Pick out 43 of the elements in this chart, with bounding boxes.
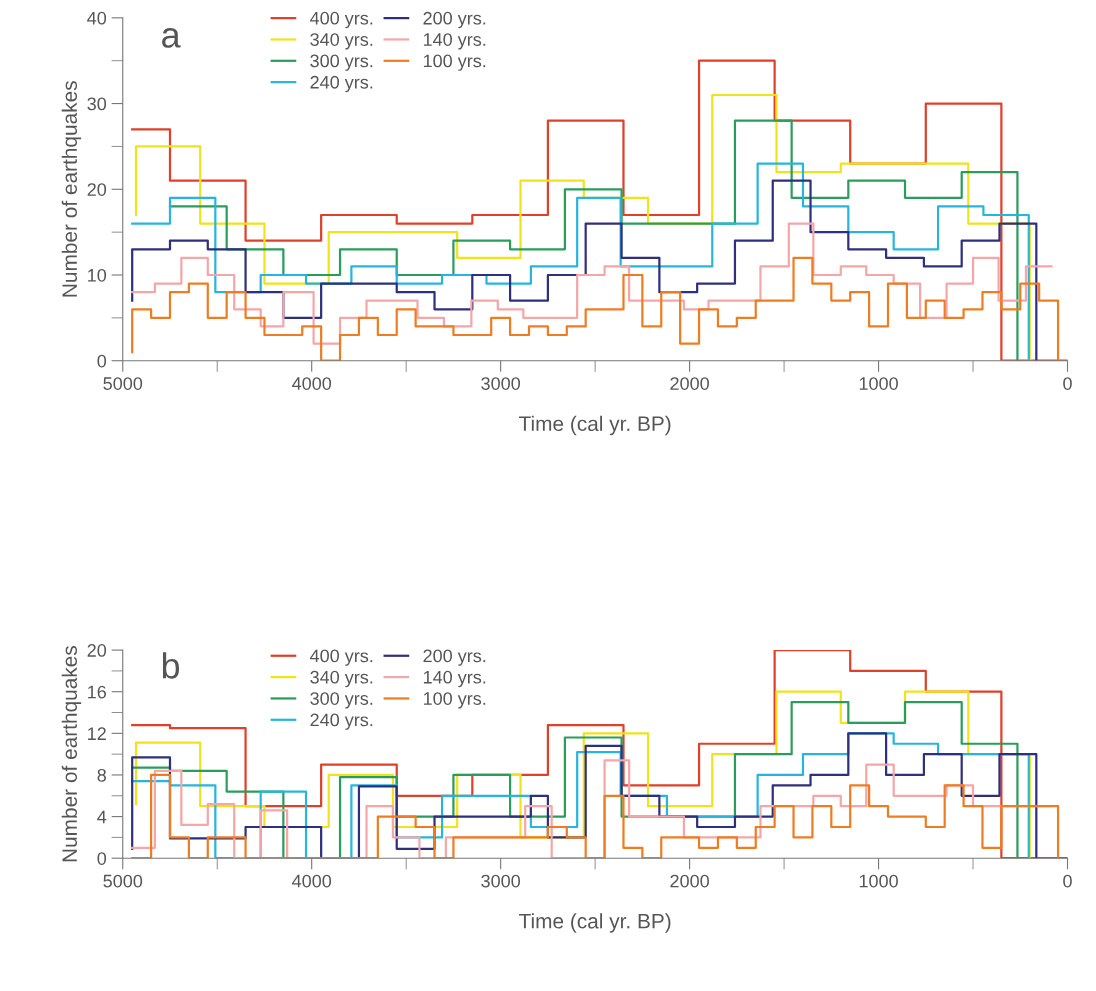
legend-label: 400 yrs. — [310, 649, 373, 666]
legend-label: 400 yrs. — [310, 11, 373, 29]
y-tick-label: 12 — [88, 727, 106, 740]
y-tick-label: 0 — [97, 852, 107, 865]
legend-label: 340 yrs. — [310, 670, 373, 688]
legend-label: 240 yrs. — [310, 713, 373, 730]
y-tick-label: 16 — [88, 685, 106, 699]
legend-label: 200 yrs. — [423, 11, 486, 29]
legend-label: 340 yrs. — [310, 33, 373, 50]
x-tick-label: 1000 — [859, 874, 898, 888]
legend-label: 140 yrs. — [423, 33, 486, 50]
y-tick-label: 20 — [87, 183, 107, 196]
legend-label: 240 yrs. — [310, 75, 373, 93]
legend-label: 200 yrs. — [423, 649, 486, 666]
x-axis-title: Time (cal yr. BP) — [519, 913, 671, 933]
annotation: b — [162, 652, 180, 679]
x-tick-label: 2000 — [670, 874, 709, 888]
y-axis-title: Number of earthquakes — [61, 81, 82, 297]
x-tick-label: 5000 — [103, 874, 143, 888]
x-tick-label: 4000 — [292, 874, 332, 888]
legend-label: 100 yrs. — [423, 692, 486, 709]
y-tick-label: 10 — [88, 268, 107, 282]
legend-label: 140 yrs. — [423, 670, 486, 688]
x-axis-title: Time (cal yr. BP) — [519, 415, 671, 436]
legend-label: 300 yrs. — [310, 692, 373, 709]
legend-label: 100 yrs. — [423, 54, 486, 71]
x-tick-label: 3000 — [481, 874, 521, 888]
x-tick-label: 2000 — [670, 377, 709, 390]
x-tick-label: 0 — [1063, 377, 1072, 390]
x-tick-label: 4000 — [292, 377, 332, 390]
y-axis-title: Number of earthquakes — [61, 646, 82, 862]
y-tick-label: 30 — [87, 97, 107, 111]
y-tick-label: 8 — [97, 768, 106, 782]
legend-label: 300 yrs. — [310, 54, 373, 71]
y-tick-label: 0 — [97, 354, 107, 368]
x-tick-label: 0 — [1063, 874, 1072, 888]
annotation: a — [162, 28, 181, 48]
y-tick-label: 20 — [87, 644, 107, 657]
y-tick-label: 40 — [87, 11, 107, 25]
x-tick-label: 5000 — [103, 377, 143, 390]
x-tick-label: 3000 — [481, 377, 521, 390]
x-tick-label: 1000 — [859, 377, 898, 390]
y-tick-label: 4 — [97, 810, 107, 824]
